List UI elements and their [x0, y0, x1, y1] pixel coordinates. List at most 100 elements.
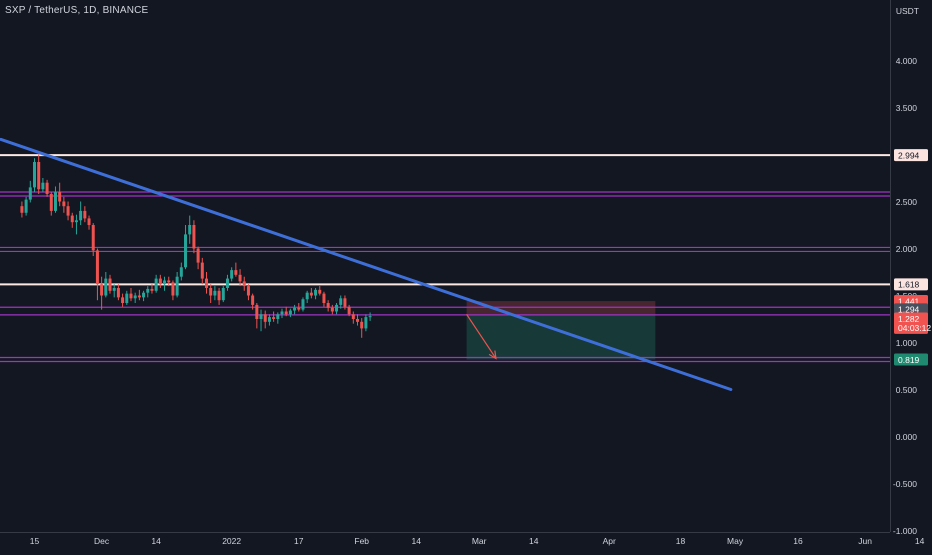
candle-body: [95, 250, 99, 285]
time-tick-label: 16: [793, 536, 803, 546]
candle-body: [79, 210, 83, 221]
candle-body: [49, 193, 53, 211]
candle-body: [305, 292, 309, 300]
time-tick-label: Jun: [858, 536, 872, 546]
price-tick-label: 0.500: [896, 385, 918, 395]
candle-body: [368, 316, 372, 318]
candle-body: [347, 306, 351, 315]
stop-loss-zone: [466, 301, 656, 315]
candle-body: [112, 287, 116, 291]
candle-body: [41, 182, 45, 190]
price-label-box: [894, 303, 928, 316]
candle-body: [209, 287, 213, 296]
candle-body: [356, 319, 360, 322]
candle-body: [125, 293, 129, 304]
candle-body: [335, 304, 339, 312]
price-label-box: [894, 353, 928, 366]
candle-body: [58, 192, 62, 202]
candle-body: [45, 182, 49, 194]
candle-body: [154, 278, 158, 291]
candle-body: [263, 314, 267, 322]
candle-body: [230, 270, 234, 279]
candle-body: [62, 201, 66, 207]
candle-body: [259, 314, 263, 319]
time-tick-label: 15: [30, 536, 40, 546]
candle-body: [297, 307, 301, 310]
candle-body: [309, 292, 313, 296]
time-tick-label: 17: [294, 536, 304, 546]
candle-body: [150, 288, 154, 291]
time-tick-label: 14: [915, 536, 925, 546]
time-tick-label: Mar: [472, 536, 487, 546]
candle-body: [83, 210, 87, 219]
candle-body: [314, 289, 318, 296]
candle-body: [28, 187, 32, 200]
candle-body: [37, 162, 41, 190]
price-label-box: [894, 312, 928, 325]
time-tick-label: May: [727, 536, 744, 546]
candle-body: [142, 292, 146, 298]
time-tick-label: 14: [529, 536, 539, 546]
price-label-text: 04:03:12: [898, 323, 931, 333]
candle-body: [192, 225, 196, 249]
candle-body: [280, 311, 284, 315]
candle-body: [146, 288, 150, 293]
candle-body: [74, 220, 78, 223]
candle-body: [276, 314, 280, 319]
candle-body: [137, 295, 141, 298]
candle-body: [326, 303, 330, 308]
candle-body: [121, 297, 125, 304]
candle-body: [246, 286, 250, 296]
candle-body: [33, 162, 36, 188]
price-label-text: 1.618: [898, 280, 920, 290]
candle-body: [288, 310, 292, 315]
candle-body: [100, 284, 104, 296]
candle-body: [251, 295, 255, 305]
symbol-title: SXP / TetherUS, 1D, BINANCE: [5, 5, 149, 16]
candle-body: [343, 298, 347, 307]
candle-body: [255, 304, 259, 319]
price-tick-label: 4.000: [896, 56, 918, 66]
price-label-text: 0.819: [898, 355, 920, 365]
price-tick-label: 0.000: [896, 432, 918, 442]
candle-body: [116, 287, 120, 298]
candle-body: [91, 225, 95, 251]
candle-body: [234, 270, 238, 275]
candle-body: [167, 280, 171, 283]
candle-body: [129, 293, 133, 299]
trendline: [0, 137, 733, 391]
price-label-text: 1.294: [898, 305, 920, 315]
price-tick-label: 2.500: [896, 197, 918, 207]
price-tick-label: 2.000: [896, 244, 918, 254]
candle-body: [238, 274, 242, 282]
candle-body: [225, 278, 229, 288]
time-tick-label: Feb: [354, 536, 369, 546]
candle-body: [87, 218, 91, 225]
price-tick-label: -1.000: [893, 526, 917, 536]
price-label-box: [894, 149, 928, 162]
price-label-box: [894, 278, 928, 291]
projection-arrow: [466, 313, 497, 359]
price-tick-label: 1.000: [896, 338, 918, 348]
candle-body: [20, 206, 24, 213]
candle-body: [188, 225, 192, 235]
candle-body: [163, 280, 167, 285]
candle-body: [66, 206, 70, 216]
candle-body: [200, 262, 204, 279]
price-tick-label: -0.500: [893, 479, 917, 489]
price-tick-label: 3.500: [896, 103, 918, 113]
candle-body: [301, 299, 305, 310]
candle-body: [318, 289, 322, 294]
currency-label: USDT: [896, 6, 919, 16]
time-tick-label: 2022: [222, 536, 241, 546]
candle-body: [364, 317, 368, 329]
candle-body: [213, 290, 217, 296]
candle-body: [217, 290, 221, 301]
price-label-text: 1.441: [898, 296, 920, 306]
candle-body: [284, 311, 288, 315]
candle-body: [196, 248, 200, 263]
projection-arrow-head: [488, 350, 497, 360]
